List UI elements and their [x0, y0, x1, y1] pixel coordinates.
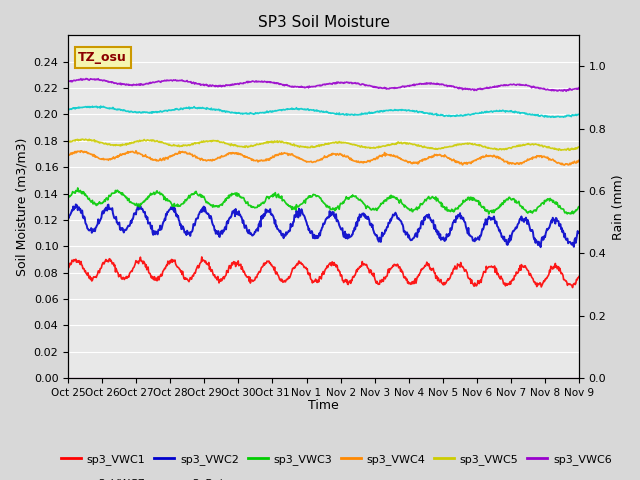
Y-axis label: Rain (mm): Rain (mm) — [612, 174, 625, 240]
Legend: sp3_VWC7, sp3_Rain: sp3_VWC7, sp3_Rain — [57, 474, 234, 480]
Y-axis label: Soil Moisture (m3/m3): Soil Moisture (m3/m3) — [15, 138, 28, 276]
Text: TZ_osu: TZ_osu — [78, 51, 127, 64]
Title: SP3 Soil Moisture: SP3 Soil Moisture — [257, 15, 390, 30]
X-axis label: Time: Time — [308, 399, 339, 412]
Legend: sp3_VWC1, sp3_VWC2, sp3_VWC3, sp3_VWC4, sp3_VWC5, sp3_VWC6: sp3_VWC1, sp3_VWC2, sp3_VWC3, sp3_VWC4, … — [57, 450, 616, 469]
